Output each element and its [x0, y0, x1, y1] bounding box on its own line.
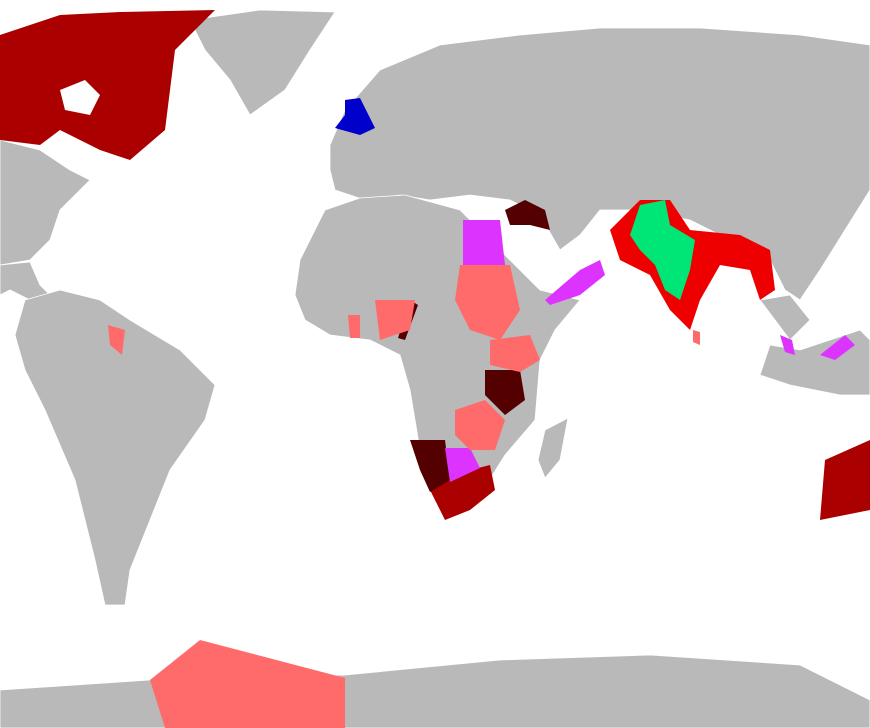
south-america	[14, 289, 216, 606]
canada	[0, 10, 215, 160]
nigeria	[375, 300, 415, 340]
rhodesia	[455, 400, 505, 450]
united-states	[0, 139, 91, 266]
borneo-protectorates	[820, 335, 855, 360]
egypt	[463, 220, 505, 265]
greenland	[189, 9, 336, 116]
british-territories	[0, 10, 870, 728]
gold-coast	[348, 315, 360, 338]
princely-states	[630, 200, 695, 300]
east-africa	[490, 335, 540, 372]
bechuanaland	[445, 448, 480, 482]
southeast-asia	[759, 294, 811, 341]
iraq-palestine	[505, 200, 550, 230]
madagascar	[537, 417, 569, 479]
hudson-bay	[60, 80, 100, 115]
guiana	[108, 325, 125, 355]
antarctic-territory	[150, 640, 345, 728]
sudan	[455, 265, 520, 340]
australia	[820, 440, 870, 520]
namibia	[410, 440, 450, 492]
arabia-protectorates	[545, 260, 605, 305]
tanganyika	[485, 370, 525, 415]
united-kingdom	[335, 98, 375, 135]
ceylon	[693, 330, 700, 345]
malaya	[780, 335, 795, 355]
